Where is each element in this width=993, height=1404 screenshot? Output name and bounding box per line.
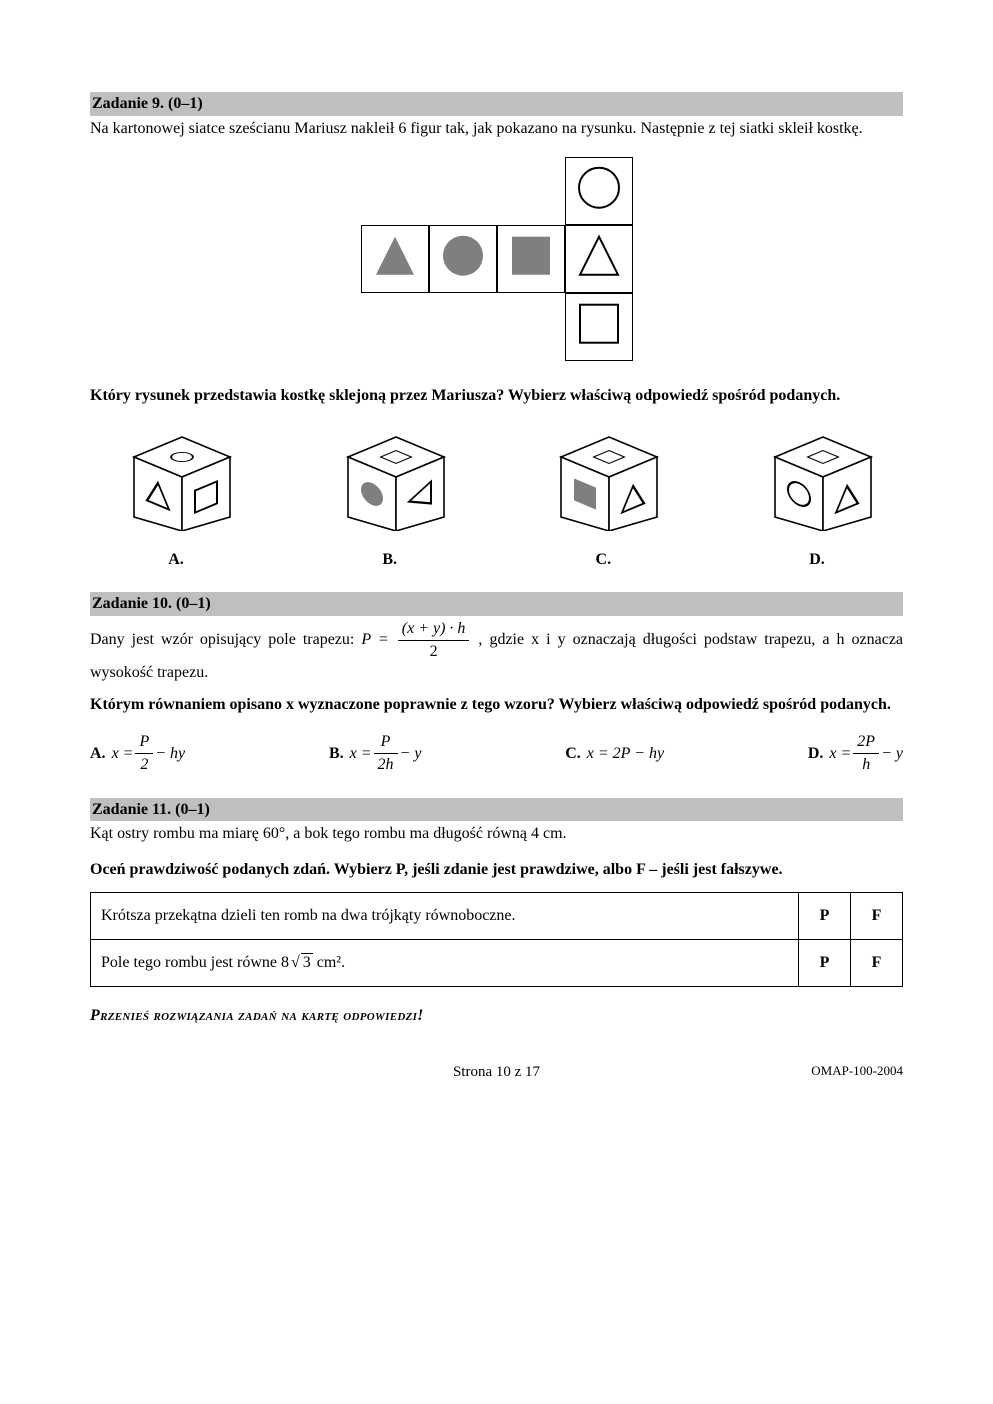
task10-answer[interactable]: D.x = 2Ph − y xyxy=(808,731,903,775)
task10-formula-lhs: P = xyxy=(361,631,388,648)
pf2-pre: Pole tego rombu jest równe 8 xyxy=(101,954,289,971)
task11-table: Krótsza przekątna dzieli ten romb na dwa… xyxy=(90,892,903,986)
task10-formula-num: (x + y) · h xyxy=(398,618,470,641)
answer-suffix: − y xyxy=(881,743,903,765)
footer-page: Strona 10 z 17 xyxy=(453,1062,540,1082)
task10-formula-frac: (x + y) · h 2 xyxy=(398,618,470,662)
answer-label: D. xyxy=(808,743,824,765)
answer-label: B. xyxy=(329,743,344,765)
answer-eq: x = xyxy=(350,743,372,765)
task11-prompt: Oceń prawdziwość podanych zdań. Wybierz … xyxy=(90,859,903,881)
task9-options: A. B. C. D. xyxy=(96,417,897,571)
net-cell xyxy=(429,225,497,293)
task10-answers: A. x = P2 − hy B. x = P2h − y C. x = 2P − hy D… xyxy=(90,731,903,775)
task9-option[interactable]: A. xyxy=(96,417,256,571)
net-cell xyxy=(497,225,565,293)
square-outline-icon xyxy=(577,302,621,353)
footer-code-mid: 100 xyxy=(853,1063,873,1078)
answer-frac: P2h xyxy=(374,731,398,775)
triangle-filled-icon xyxy=(373,234,417,285)
answer-frac: P2 xyxy=(135,731,153,775)
cube-icon xyxy=(116,417,236,537)
table-row: Pole tego rombu jest równe 8√3 cm². P F xyxy=(91,939,903,986)
cube-icon xyxy=(330,417,450,537)
task10-header: Zadanie 10. (0–1) xyxy=(90,592,903,616)
footer-code-suffix: -2004 xyxy=(873,1063,903,1078)
pf-p-button[interactable]: P xyxy=(799,939,851,986)
task10-answer[interactable]: A. x = P2 − hy xyxy=(90,731,185,775)
footer-code-prefix: OMAP- xyxy=(811,1063,853,1078)
answer-suffix: − y xyxy=(400,743,422,765)
answer-frac: 2Ph xyxy=(853,731,879,775)
task9-intro: Na kartonowej siatce sześcianu Mariusz n… xyxy=(90,118,903,140)
pf-statement-1: Krótsza przekątna dzieli ten romb na dwa… xyxy=(91,893,799,940)
task11-intro: Kąt ostry rombu ma miarę 60°, a bok tego… xyxy=(90,823,903,845)
sqrt-icon: √3 xyxy=(289,952,313,974)
pf-statement-2: Pole tego rombu jest równe 8√3 cm². xyxy=(91,939,799,986)
net-cell xyxy=(361,225,429,293)
circle-outline-icon xyxy=(577,166,621,217)
task10-intro-pre: Dany jest wzór opisujący pole trapezu: xyxy=(90,631,361,648)
pf-f-button[interactable]: F xyxy=(851,893,903,940)
task9-option-label: C. xyxy=(596,549,612,571)
cube-icon xyxy=(543,417,663,537)
pf-p-button[interactable]: P xyxy=(799,893,851,940)
task10-answer[interactable]: B. x = P2h − y xyxy=(329,731,421,775)
task9-option[interactable]: D. xyxy=(737,417,897,571)
answer-eq: x = xyxy=(829,743,851,765)
pf2-post: cm². xyxy=(313,954,345,971)
net-cell xyxy=(565,157,633,225)
task9-option[interactable]: C. xyxy=(523,417,683,571)
task10-intro: Dany jest wzór opisujący pole trapezu: P… xyxy=(90,618,903,684)
task9-header: Zadanie 9. (0–1) xyxy=(90,92,903,116)
sqrt-radicand: 3 xyxy=(301,953,313,971)
task9-option-label: D. xyxy=(809,549,825,571)
answer-label: C. xyxy=(565,743,581,765)
page-footer: Strona 10 z 17 OMAP-100-2004 xyxy=(90,1062,903,1080)
task9-option-label: A. xyxy=(168,549,184,571)
transfer-note: Przenieś rozwiązania zadań na kartę odpo… xyxy=(90,1005,903,1027)
cube-net xyxy=(90,157,903,361)
square-filled-icon xyxy=(509,234,553,285)
table-row: Krótsza przekątna dzieli ten romb na dwa… xyxy=(91,893,903,940)
task9-option[interactable]: B. xyxy=(310,417,470,571)
task10-formula-den: 2 xyxy=(398,641,470,663)
net-cell xyxy=(565,225,633,293)
triangle-outline-icon xyxy=(577,234,621,285)
answer-label: A. xyxy=(90,743,106,765)
net-cell xyxy=(565,293,633,361)
pf-f-button[interactable]: F xyxy=(851,939,903,986)
answer-suffix: − hy xyxy=(155,743,185,765)
task9-option-label: B. xyxy=(382,549,397,571)
circle-filled-icon xyxy=(441,234,485,285)
task9-prompt: Który rysunek przedstawia kostkę sklejon… xyxy=(90,385,903,407)
task11-header: Zadanie 11. (0–1) xyxy=(90,798,903,822)
footer-code: OMAP-100-2004 xyxy=(811,1062,903,1080)
answer-eq: x = 2P − hy xyxy=(587,743,664,765)
task10-answer[interactable]: C. x = 2P − hy xyxy=(565,743,664,765)
answer-eq: x = xyxy=(112,743,134,765)
task10-prompt: Którym równaniem opisano x wyznaczone po… xyxy=(90,694,903,716)
cube-icon xyxy=(757,417,877,537)
